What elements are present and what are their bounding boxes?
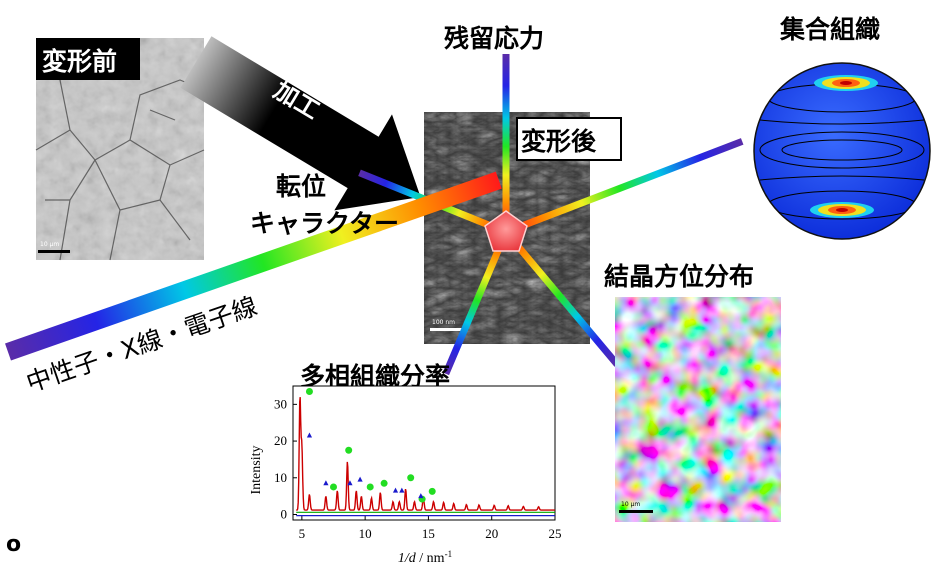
- y-tick-label: 30: [274, 396, 287, 411]
- x-tick-label: 25: [549, 526, 562, 541]
- chart-xlabel-sup: -1: [445, 549, 453, 559]
- before-label-box: [36, 38, 140, 80]
- bullet-marker: o: [6, 532, 22, 557]
- series-line-0: [296, 397, 555, 511]
- green-phase-marker: [380, 479, 388, 487]
- pole-figure-hotspot-top: [814, 75, 878, 91]
- processing-arrow: [180, 36, 421, 211]
- dislocation-label-line1: 転位: [276, 172, 326, 201]
- x-tick-label: 5: [299, 526, 306, 541]
- after-scalebar-label: 100 nm: [432, 319, 455, 326]
- before-deformation-label: 変形前: [42, 47, 117, 76]
- blue-phase-marker: [399, 487, 405, 493]
- before-scalebar-label: 10 µm: [40, 241, 59, 248]
- blue-phase-marker: [323, 480, 329, 486]
- blue-phase-marker: [306, 432, 313, 438]
- texture-label: 集合組織: [779, 15, 880, 44]
- x-tick-label: 10: [359, 526, 372, 541]
- blue-phase-marker: [357, 476, 363, 482]
- green-phase-marker: [330, 483, 338, 491]
- crystal-orientation-label: 結晶方位分布: [604, 262, 754, 291]
- center-pentagon: [484, 210, 528, 252]
- green-phase-marker: [366, 483, 374, 491]
- chart-xlabel: 1/d / nm-1: [398, 549, 452, 564]
- ebsd-orientation-map: 10 µm: [615, 297, 781, 522]
- green-phase-marker: [407, 474, 415, 482]
- x-tick-label: 20: [485, 526, 498, 541]
- pole-figure-hotspot-bottom: [810, 202, 874, 218]
- residual-stress-label: 残留応力: [444, 24, 544, 53]
- diffraction-chart: 5 10 15 20 25 0 10 20 30 Intensity 1/d / nm-1: [249, 385, 562, 564]
- ebsd-scalebar-label: 10 µm: [621, 501, 640, 508]
- after-label-box: [516, 117, 622, 161]
- after-deformation-label: 変形後: [521, 127, 597, 156]
- y-tick-label: 10: [274, 470, 287, 485]
- green-phase-marker: [305, 388, 313, 396]
- y-tick-label: 20: [274, 433, 287, 448]
- y-tick-label: 0: [281, 506, 288, 521]
- blue-phase-marker: [347, 480, 353, 486]
- pole-figure-sphere: [753, 62, 931, 240]
- x-tick-label: 15: [422, 526, 435, 541]
- green-phase-marker: [428, 487, 436, 495]
- dislocation-label-line2: キャラクター: [250, 209, 399, 238]
- chart-ylabel: Intensity: [249, 446, 264, 495]
- blue-phase-marker: [392, 487, 399, 493]
- chart-xlabel-unit: / nm: [416, 551, 445, 564]
- chart-xlabel-italic: 1/d: [398, 551, 417, 564]
- beam-band: [5, 171, 502, 361]
- green-phase-marker: [345, 446, 353, 454]
- blue-phase-marker: [418, 493, 424, 499]
